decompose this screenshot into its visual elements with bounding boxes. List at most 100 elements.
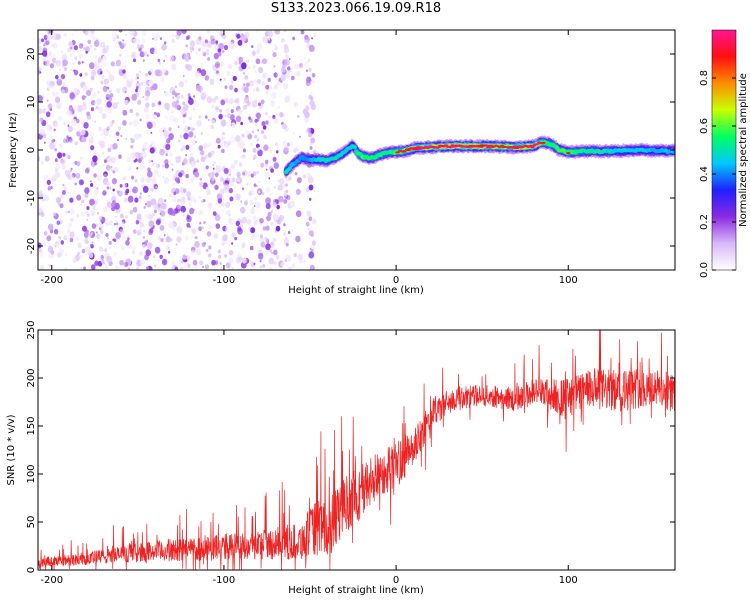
spectrogram-ylabel: Frequency (Hz) (8, 112, 19, 188)
noise-speck (144, 95, 149, 102)
noise-speck (182, 101, 186, 105)
noise-speck (168, 250, 171, 254)
noise-speck (172, 211, 176, 217)
noise-speck (94, 200, 98, 205)
noise-speck (307, 58, 311, 63)
noise-speck (147, 242, 153, 250)
noise-speck (258, 190, 261, 194)
noise-speck (181, 211, 183, 214)
noise-speck (176, 30, 182, 36)
noise-speck (67, 210, 70, 214)
noise-speck (242, 154, 246, 159)
noise-speck (100, 71, 103, 75)
noise-speck (139, 51, 145, 58)
noise-speck (174, 266, 179, 270)
noise-speck (130, 152, 137, 159)
spectrogram-ytick-label: -10 (26, 190, 37, 206)
noise-speck (165, 153, 168, 157)
noise-speck (215, 40, 218, 44)
noise-speck (141, 30, 147, 37)
noise-speck (80, 266, 84, 270)
noise-speck (140, 81, 144, 86)
noise-speck (283, 82, 289, 90)
noise-speck (193, 108, 195, 111)
noise-speck (233, 159, 238, 165)
noise-speck (277, 184, 283, 191)
noise-speck (69, 231, 75, 238)
noise-speck (46, 179, 51, 186)
noise-speck (156, 69, 163, 77)
noise-speck (106, 255, 112, 263)
spectrogram-xtick-label: 0 (393, 275, 399, 286)
noise-speck (151, 102, 156, 108)
signal-mark (402, 150, 407, 153)
noise-speck (73, 69, 79, 76)
noise-speck (226, 113, 231, 119)
noise-speck (162, 175, 165, 179)
noise-speck (267, 77, 271, 82)
noise-speck (275, 112, 278, 115)
noise-speck (82, 193, 84, 196)
noise-speck (258, 252, 264, 260)
noise-speck (121, 221, 125, 226)
noise-speck (64, 169, 71, 177)
noise-speck (193, 95, 196, 98)
noise-speck (249, 214, 252, 218)
noise-speck (55, 91, 59, 96)
noise-speck (125, 239, 130, 246)
noise-speck (265, 84, 270, 90)
noise-speck (235, 135, 241, 143)
noise-speck (55, 74, 59, 80)
noise-speck (255, 87, 260, 92)
noise-speck (251, 130, 255, 134)
noise-speck (201, 42, 206, 48)
noise-speck (123, 65, 126, 69)
noise-speck (273, 249, 278, 256)
noise-speck (56, 102, 62, 110)
signal-mark (566, 152, 571, 154)
noise-speck (245, 130, 250, 136)
noise-speck (81, 61, 84, 64)
noise-speck (101, 59, 108, 67)
noise-speck (137, 99, 142, 105)
noise-speck (275, 254, 280, 260)
noise-speck (221, 148, 225, 154)
noise-speck (165, 115, 168, 119)
noise-speck (289, 200, 296, 208)
noise-speck (54, 60, 57, 63)
noise-speck (265, 225, 270, 231)
noise-speck (237, 226, 242, 232)
noise-speck (205, 48, 210, 55)
noise-speck (142, 236, 145, 239)
snr-ytick-label: 150 (26, 416, 37, 435)
noise-speck (136, 213, 142, 220)
noise-speck (161, 202, 167, 210)
colorbar-tick-label: 0.6 (699, 118, 710, 134)
noise-speck (145, 90, 151, 97)
noise-speck (251, 100, 258, 108)
noise-speck (149, 228, 154, 234)
noise-speck (62, 59, 68, 67)
noise-speck (223, 77, 226, 81)
noise-speck (53, 128, 56, 132)
noise-speck (255, 113, 259, 118)
noise-speck (222, 131, 225, 136)
noise-speck (268, 257, 275, 265)
noise-speck (199, 221, 202, 225)
noise-speck (68, 126, 73, 133)
noise-speck (108, 220, 113, 226)
signal-mark (417, 148, 422, 150)
noise-speck (272, 52, 277, 58)
noise-speck (186, 214, 190, 218)
noise-speck (110, 61, 115, 67)
noise-speck (285, 54, 289, 60)
noise-speck (270, 101, 276, 107)
noise-speck (132, 229, 137, 234)
noise-speck (72, 258, 77, 264)
noise-speck (146, 188, 149, 190)
noise-speck (141, 151, 148, 159)
noise-speck (279, 178, 285, 185)
noise-speck (89, 87, 93, 92)
colorbar-tick-label: 0.0 (699, 262, 710, 278)
